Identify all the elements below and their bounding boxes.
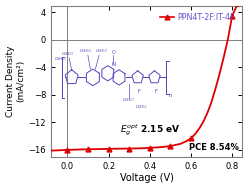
Legend: PPN4T-2F:IT-4F: PPN4T-2F:IT-4F [158, 11, 237, 23]
Text: PCE 8.54%: PCE 8.54% [189, 143, 239, 152]
X-axis label: Voltage (V): Voltage (V) [120, 174, 174, 184]
Text: $\mathit{E}_g^{opt}$ 2.15 eV: $\mathit{E}_g^{opt}$ 2.15 eV [120, 123, 180, 139]
Y-axis label: Current Density
(mA/cm²): Current Density (mA/cm²) [5, 45, 26, 117]
